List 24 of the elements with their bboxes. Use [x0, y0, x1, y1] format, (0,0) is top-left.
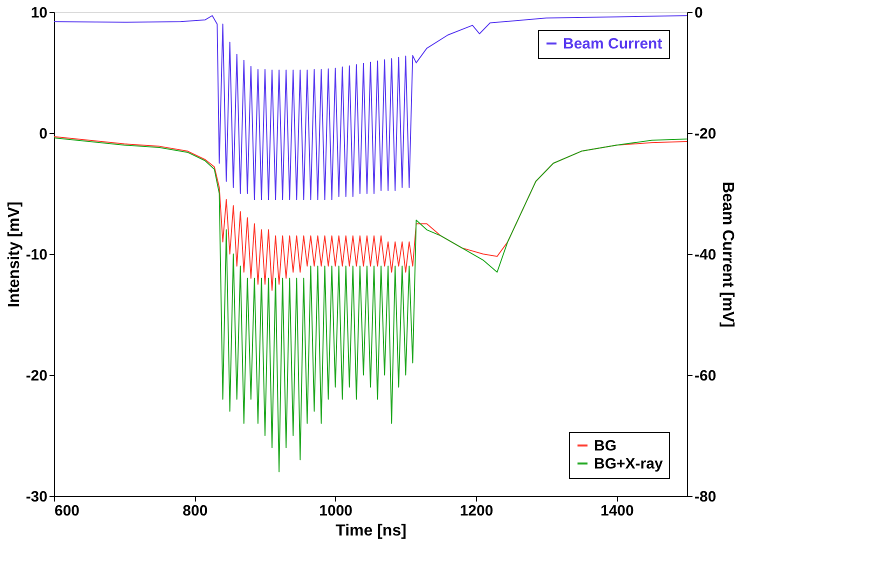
- legend-label: BG+X-ray: [594, 456, 664, 472]
- x-tick-label: 800: [182, 502, 208, 520]
- y2-tick-label: 0: [694, 4, 703, 22]
- x-tick-label: 1200: [460, 502, 494, 520]
- legend-label: Beam Current: [563, 36, 662, 52]
- y-tick-label: -30: [26, 488, 48, 506]
- x-tick-label: 1400: [600, 502, 634, 520]
- y-tick-label: 0: [39, 126, 48, 142]
- y2-tick-label: -20: [694, 126, 716, 142]
- y2-axis-title: Beam Current [mV]: [719, 182, 736, 328]
- line-series: [54, 15, 688, 200]
- x-tick-label: 1000: [319, 502, 353, 520]
- y-tick-label: -20: [26, 368, 48, 384]
- y-axis-title: Intensity [mV]: [6, 202, 23, 308]
- y2-tick-label: -60: [694, 368, 716, 384]
- y2-tick-label: -40: [694, 246, 716, 264]
- y2-tick-label: -80: [694, 488, 716, 506]
- legend-label: BG: [594, 438, 616, 454]
- y-tick-label: 10: [30, 4, 48, 22]
- y-tick-label: -10: [26, 246, 48, 264]
- x-tick-label: 600: [54, 502, 80, 520]
- line-series: [54, 136, 688, 291]
- line-series: [54, 137, 688, 472]
- x-axis-title: Time [ns]: [336, 522, 406, 540]
